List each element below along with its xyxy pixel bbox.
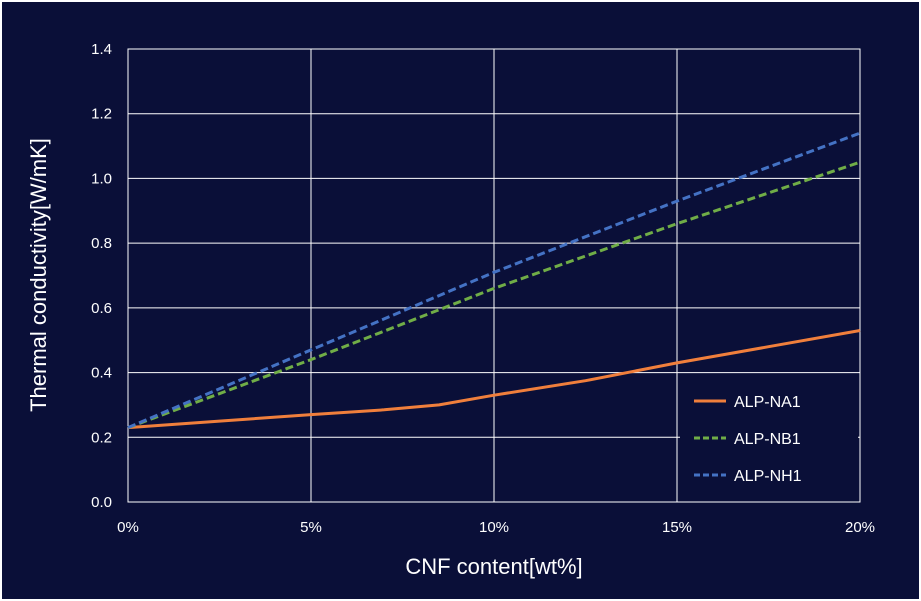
grid [127,48,861,503]
legend: ALP-NA1 ALP-NB1 ALP-NH1 [680,379,858,497]
x-tick-label: 10% [479,519,509,536]
y-tick-label: 1.4 [91,41,112,58]
x-tick-label: 0% [117,519,139,536]
y-tick-label: 1.2 [91,106,112,123]
series-line-alp-na1 [127,329,861,430]
y-axis-ticks: 0.0 0.2 0.4 0.6 0.8 1.0 1.2 1.4 [91,41,112,511]
series-line-alp-nb1 [127,160,861,430]
series-lines [127,131,861,430]
y-tick-label: 0.2 [91,429,112,446]
y-tick-label: 0.8 [91,235,112,252]
y-tick-label: 0.4 [91,365,112,382]
legend-background [680,379,858,497]
x-tick-label: 20% [845,519,875,536]
y-tick-label: 0.6 [91,300,112,317]
legend-label: ALP-NA1 [734,394,801,411]
y-tick-label: 1.0 [91,170,112,187]
series-line-alp-nh1 [127,131,861,429]
y-tick-label: 0.0 [91,494,112,511]
legend-label: ALP-NH1 [734,468,802,485]
legend-label: ALP-NB1 [734,431,801,448]
x-axis-title: CNF content[wt%] [405,554,582,579]
x-tick-label: 5% [300,519,322,536]
x-axis-ticks: 0% 5% 10% 15% 20% [117,519,875,536]
x-tick-label: 15% [662,519,692,536]
y-axis-title: Thermal conductivity[W/mK] [26,138,51,412]
